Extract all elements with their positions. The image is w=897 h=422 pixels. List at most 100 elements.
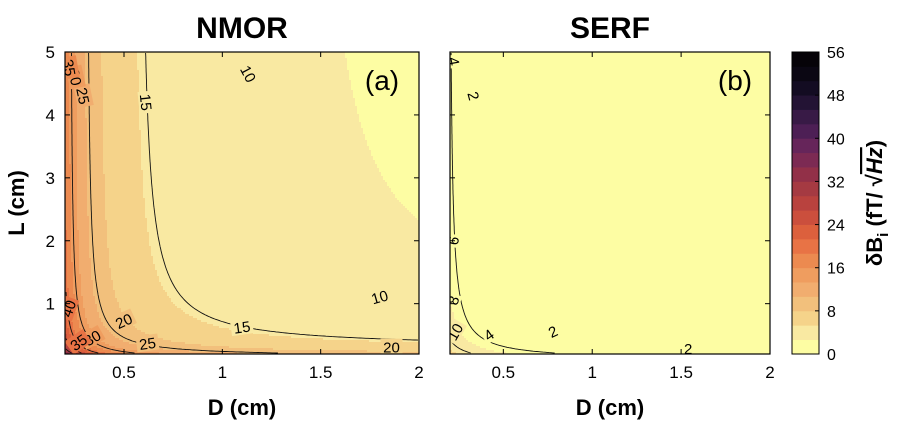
nmor-contour-cell [357,98,360,101]
nmor-contour-cell [213,80,216,83]
nmor-contour-cell [213,82,216,85]
nmor-contour-cell [197,94,200,97]
nmor-contour-cell [275,54,278,57]
nmor-contour-cell [135,108,138,111]
nmor-contour-cell [317,78,320,81]
nmor-contour-cell [275,102,278,105]
nmor-contour-cell [205,84,208,87]
nmor-contour-cell [161,90,164,93]
nmor-contour-cell [117,106,120,109]
nmor-contour-cell [121,72,124,75]
nmor-contour-cell [329,54,332,57]
nmor-contour-cell [165,90,168,93]
nmor-contour-cell [395,102,398,105]
nmor-contour-cell [287,74,290,77]
nmor-contour-cell [163,72,166,75]
nmor-contour-cell [323,62,326,65]
nmor-contour-cell [297,56,300,59]
nmor-contour-cell [307,106,310,109]
nmor-contour-cell [289,68,292,71]
nmor-contour-cell [117,54,120,57]
nmor-contour-cell [131,72,134,75]
nmor-contour-cell [377,78,380,81]
nmor-contour-cell [405,54,408,57]
nmor-contour-cell [353,100,356,103]
nmor-contour-cell [399,72,402,75]
nmor-contour-cell [209,80,212,83]
nmor-contour-cell [257,92,260,95]
nmor-contour-cell [327,98,330,101]
nmor-contour-cell [307,94,310,97]
nmor-contour-cell [127,94,130,97]
nmor-contour-cell [359,84,362,87]
nmor-contour-cell [73,54,76,57]
nmor-contour-cell [243,106,246,109]
nmor-contour-cell [103,80,106,83]
nmor-contour-cell [373,84,376,87]
nmor-contour-cell [389,56,392,59]
nmor-contour-cell [391,84,394,87]
nmor-contour-cell [359,82,362,85]
nmor-contour-cell [329,88,332,91]
nmor-contour-cell [243,100,246,103]
nmor-contour-cell [123,56,126,59]
nmor-contour-cell [341,54,344,57]
nmor-contour-cell [289,82,292,85]
nmor-contour-cell [227,96,230,99]
nmor-contour-cell [411,68,414,71]
nmor-contour-cell [201,56,204,59]
nmor-contour-cell [161,88,164,91]
nmor-contour-cell [329,90,332,93]
nmor-contour-cell [197,100,200,103]
nmor-contour-cell [177,56,180,59]
nmor-contour-cell [297,52,300,55]
nmor-contour-cell [231,82,234,85]
nmor-contour-cell [231,72,234,75]
nmor-contour-cell [217,82,220,85]
nmor-contour-cell [409,74,412,77]
nmor-contour-cell [235,66,238,69]
nmor-contour-cell [169,88,172,91]
nmor-contour-cell [211,98,214,101]
nmor-contour-cell [119,92,122,95]
nmor-contour-cell [329,104,332,107]
nmor-contour-cell [281,54,284,57]
nmor-contour-cell [297,66,300,69]
nmor-contour-cell [115,66,118,69]
nmor-contour-cell [359,76,362,79]
nmor-contour-cell [379,84,382,87]
nmor-contour-cell [353,84,356,87]
nmor-contour-cell [393,74,396,77]
nmor-contour-cell [165,52,168,55]
nmor-contour-cell [93,106,96,109]
nmor-contour-cell [349,54,352,57]
nmor-contour-cell [407,76,410,79]
nmor-contour-cell [175,104,178,107]
nmor-contour-cell [353,66,356,69]
nmor-contour-cell [109,80,112,83]
nmor-contour-cell [103,72,106,75]
nmor-contour-cell [371,94,374,97]
nmor-contour-cell [317,100,320,103]
nmor-contour-cell [123,102,126,105]
nmor-contour-cell [411,80,414,83]
nmor-contour-cell [357,76,360,79]
nmor-contour-cell [337,84,340,87]
nmor-contour-cell [229,88,232,91]
nmor-contour-cell [91,66,94,69]
nmor-contour-cell [397,70,400,73]
nmor-contour-cell [401,102,404,105]
nmor-contour-cell [405,86,408,89]
nmor-contour-cell [269,102,272,105]
nmor-contour-cell [83,74,86,77]
nmor-contour-cell [221,96,224,99]
nmor-contour-cell [249,52,252,55]
nmor-contour-cell [265,104,268,107]
nmor-contour-cell [175,94,178,97]
nmor-contour-cell [369,60,372,63]
nmor-contour-cell [165,94,168,97]
nmor-contour-cell [179,62,182,65]
nmor-contour-cell [105,60,108,63]
nmor-contour-cell [261,76,264,79]
nmor-contour-cell [271,62,274,65]
